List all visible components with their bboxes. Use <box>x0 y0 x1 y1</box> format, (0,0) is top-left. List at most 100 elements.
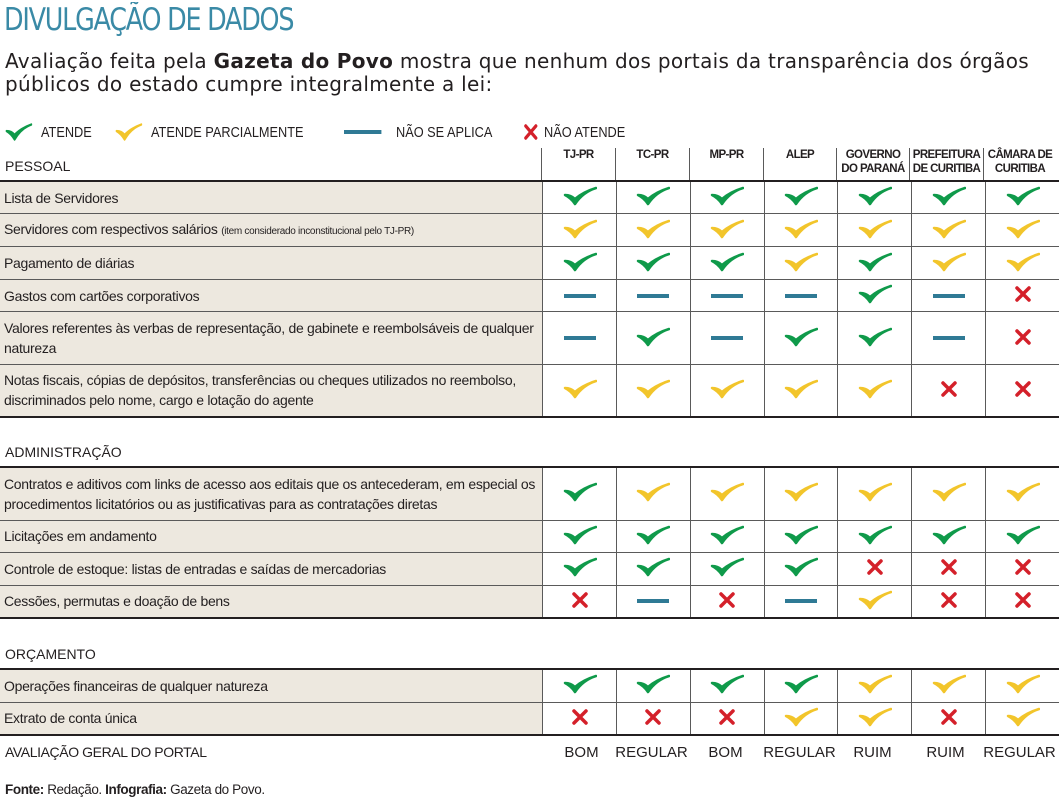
status-cell <box>985 364 1059 418</box>
status-cell <box>985 701 1059 736</box>
section-title: ADMINISTRAÇÃO <box>5 444 122 460</box>
status-cell <box>911 466 987 521</box>
check-green-icon <box>858 284 892 304</box>
check-green-icon <box>784 525 819 545</box>
row-label: Pagamento de diárias <box>0 246 544 280</box>
status-cell <box>689 180 765 214</box>
check-green-icon <box>563 525 597 545</box>
row-label-text: Gastos com cartões corporativos <box>4 287 200 304</box>
check-green-icon <box>784 674 818 694</box>
cross-icon <box>719 708 735 725</box>
status-cell <box>837 551 913 586</box>
legend-label: NÃO ATENDE <box>543 123 625 141</box>
dash-icon <box>785 596 818 606</box>
check-yellow-icon <box>858 379 892 399</box>
status-cell <box>911 246 987 280</box>
status-cell <box>985 551 1059 586</box>
status-cell <box>985 279 1059 312</box>
check-yellow-icon <box>1006 707 1040 727</box>
check-green-icon <box>858 186 892 206</box>
table-row: Valores referentes às verbas de represen… <box>0 311 1059 365</box>
table-row: Licitações em andamento <box>0 519 1059 553</box>
check-green-icon <box>636 252 671 272</box>
row-label: Licitações em andamento <box>0 519 544 553</box>
fonte: Redação. <box>43 782 106 797</box>
status-cell <box>615 246 691 280</box>
check-yellow-icon <box>784 707 818 727</box>
check-yellow-icon <box>932 674 966 694</box>
overall-label: AVALIAÇÃO GERAL DO PORTAL <box>5 744 207 760</box>
row-label: Lista de Servidores <box>0 180 544 214</box>
status-cell <box>911 519 987 553</box>
check-green-icon <box>858 252 892 272</box>
legend-nao-aplica: NÃO SE APLICA <box>344 124 509 141</box>
status-cell <box>911 364 987 418</box>
status-cell <box>985 584 1059 619</box>
footer: Fonte: Redação. Infografia: Gazeta do Po… <box>5 782 265 797</box>
check-yellow-icon <box>1006 219 1040 239</box>
check-green-icon <box>858 525 892 545</box>
status-cell <box>911 701 987 736</box>
status-cell <box>763 311 839 365</box>
overall-rating: BOM <box>708 744 743 761</box>
check-green-icon <box>932 525 966 545</box>
subtitle-text: Avaliação feita pela <box>5 49 214 73</box>
dash-icon <box>932 333 965 343</box>
section-title: PESSOAL <box>5 158 71 174</box>
check-yellow-icon <box>932 482 966 502</box>
page-title: DIVULGAÇÃO DE DADOS <box>4 2 294 38</box>
status-cell <box>763 213 839 247</box>
section-title: ORÇAMENTO <box>5 646 96 662</box>
cross-icon <box>1014 286 1031 302</box>
legend-nao-atende: NÃO ATENDE <box>523 123 640 141</box>
status-cell <box>985 519 1059 553</box>
overall-rating: RUIM <box>853 744 892 761</box>
status-cell <box>985 246 1059 280</box>
check-yellow-icon <box>784 252 819 272</box>
status-cell <box>689 279 765 312</box>
status-cell <box>837 701 913 736</box>
status-cell <box>911 213 987 247</box>
status-cell <box>542 213 617 247</box>
row-label-text: Valores referentes às verbas de represen… <box>4 320 534 356</box>
status-cell <box>542 701 617 736</box>
row-label: Operações financeiras de qualquer nature… <box>0 668 544 703</box>
status-cell <box>837 213 913 247</box>
status-cell <box>542 246 617 280</box>
row-label: Valores referentes às verbas de represen… <box>0 311 544 365</box>
check-green-icon <box>784 557 819 577</box>
cross-icon <box>1014 591 1031 608</box>
status-cell <box>689 311 765 365</box>
row-label-text: Controle de estoque: listas de entradas … <box>4 560 386 577</box>
check-green-icon <box>563 557 597 577</box>
table-row: Notas fiscais, cópias de depósitos, tran… <box>0 364 1059 418</box>
status-cell <box>911 279 987 312</box>
infografia-label: Infografia: <box>105 782 167 797</box>
cross-icon <box>571 591 588 608</box>
status-cell <box>542 466 617 521</box>
column-header: ALEP <box>763 148 836 180</box>
row-note: (item considerado inconstitucional pelo … <box>221 225 414 237</box>
status-cell <box>615 701 691 736</box>
row-label: Cessões, permutas e doação de bens <box>0 584 544 619</box>
legend-atende: ATENDE <box>5 122 101 142</box>
status-cell <box>615 584 691 619</box>
check-green-icon <box>563 252 597 272</box>
legend-label: ATENDE PARCIALMENTE <box>150 123 304 141</box>
cross-icon <box>645 708 662 725</box>
status-cell <box>763 180 839 214</box>
status-cell <box>615 466 691 521</box>
column-header: CÂMARA DE CURITIBA <box>983 148 1056 180</box>
status-cell <box>837 311 913 365</box>
check-yellow-icon <box>932 252 966 272</box>
check-yellow-icon <box>858 707 892 727</box>
table-row: Cessões, permutas e doação de bens <box>0 584 1059 619</box>
dash-icon <box>637 291 670 301</box>
status-cell <box>615 519 691 553</box>
cross-icon <box>523 124 538 140</box>
status-cell <box>985 311 1059 365</box>
status-cell <box>837 364 913 418</box>
table-row: Gastos com cartões corporativos <box>0 279 1059 312</box>
status-cell <box>542 584 617 619</box>
check-green-icon <box>710 252 745 272</box>
